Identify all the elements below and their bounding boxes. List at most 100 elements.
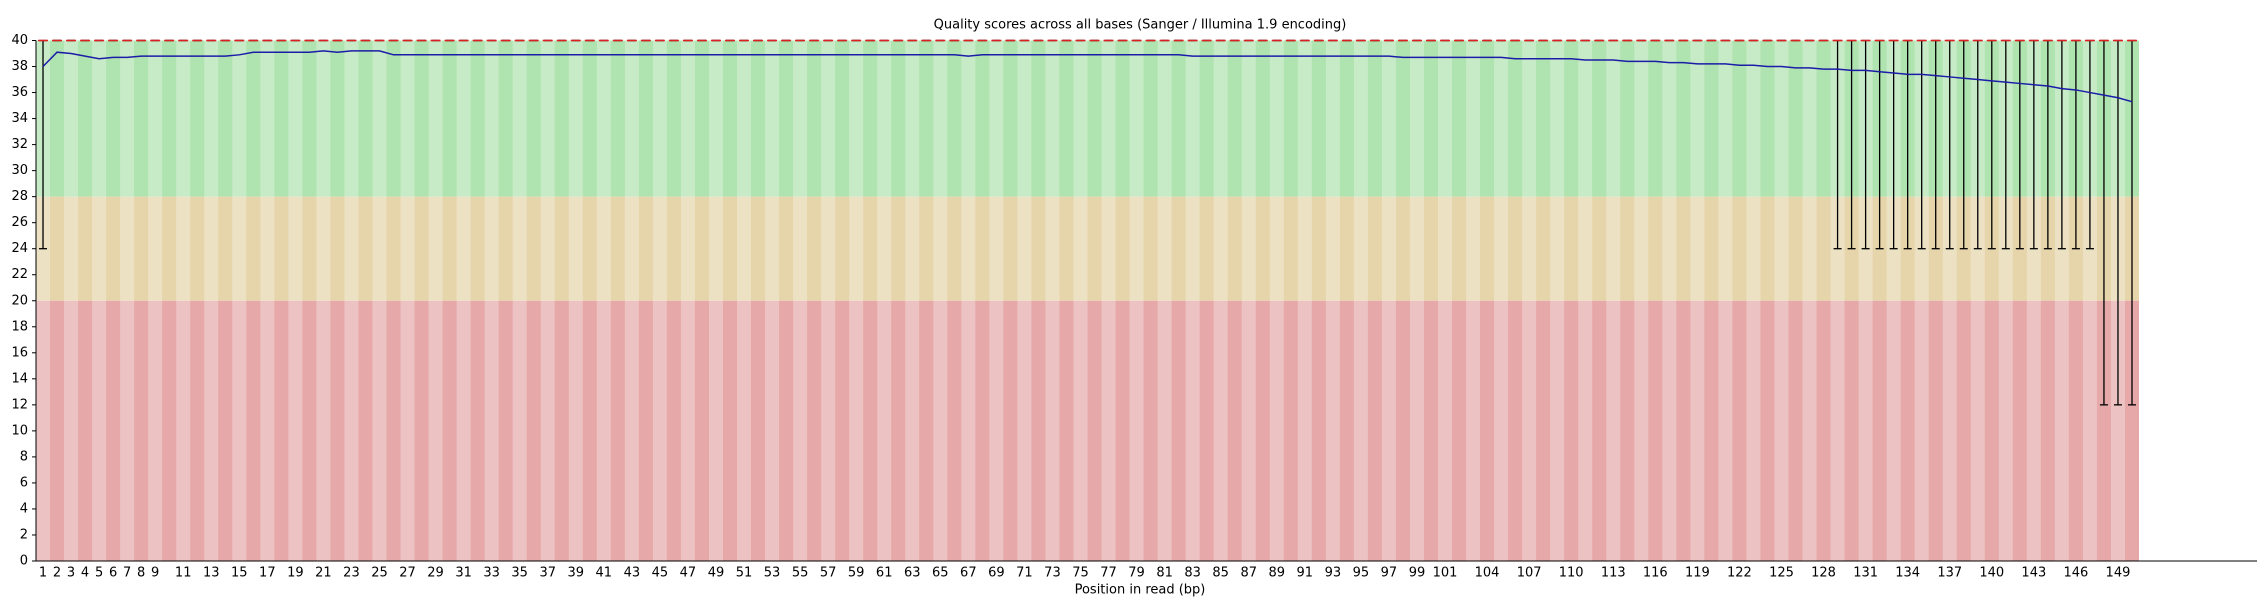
column-stripe <box>1830 40 1845 561</box>
column-stripe <box>1185 40 1200 561</box>
column-stripe <box>568 40 583 561</box>
column-stripe <box>316 40 331 561</box>
x-tick-label: 49 <box>708 566 725 581</box>
y-tick-label: 16 <box>11 345 28 360</box>
x-tick-label: 27 <box>399 566 416 581</box>
x-tick-label: 122 <box>1727 566 1752 581</box>
column-stripe <box>92 40 107 561</box>
column-stripe <box>2026 40 2041 561</box>
column-stripe <box>344 40 359 561</box>
column-stripe <box>1634 40 1649 561</box>
column-stripe <box>877 40 892 561</box>
y-tick-label: 34 <box>11 111 28 126</box>
x-tick-label: 143 <box>2021 566 2046 581</box>
y-tick-label: 38 <box>11 59 28 74</box>
x-tick-label: 37 <box>539 566 556 581</box>
x-tick-label: 13 <box>203 566 220 581</box>
column-stripe <box>1606 40 1621 561</box>
x-tick-label: 107 <box>1517 566 1542 581</box>
x-tick-label: 4 <box>81 566 89 581</box>
column-stripe <box>1942 40 1957 561</box>
column-stripe <box>148 40 163 561</box>
y-tick-label: 0 <box>20 554 28 569</box>
x-tick-label: 1 <box>39 566 47 581</box>
y-tick-label: 12 <box>11 397 28 412</box>
column-stripe <box>1297 40 1312 561</box>
column-stripe <box>1129 40 1144 561</box>
column-stripe <box>821 40 836 561</box>
y-tick-label: 6 <box>20 475 28 490</box>
x-tick-label: 59 <box>848 566 865 581</box>
column-stripe <box>1353 40 1368 561</box>
x-tick-label: 87 <box>1240 566 1257 581</box>
x-tick-label: 11 <box>175 566 192 581</box>
column-stripe <box>2082 40 2097 561</box>
x-tick-label: 85 <box>1212 566 1229 581</box>
column-stripe <box>1802 40 1817 561</box>
column-stripe <box>232 40 247 561</box>
y-tick-label: 8 <box>20 449 28 464</box>
x-tick-label: 91 <box>1297 566 1314 581</box>
x-tick-label: 149 <box>2106 566 2131 581</box>
column-stripe <box>1998 40 2013 561</box>
x-tick-label: 140 <box>1979 566 2004 581</box>
column-stripe <box>1746 40 1761 561</box>
x-tick-label: 71 <box>1016 566 1033 581</box>
x-tick-label: 81 <box>1156 566 1173 581</box>
x-tick-label: 137 <box>1937 566 1962 581</box>
y-tick-label: 28 <box>11 189 28 204</box>
x-tick-label: 33 <box>483 566 500 581</box>
column-stripe <box>1381 40 1396 561</box>
column-stripe <box>1970 40 1985 561</box>
x-tick-label: 119 <box>1685 566 1710 581</box>
x-tick-label: 29 <box>427 566 444 581</box>
x-tick-label: 53 <box>764 566 781 581</box>
column-stripe <box>1578 40 1593 561</box>
column-stripe <box>484 40 499 561</box>
column-stripe <box>1718 40 1733 561</box>
x-tick-label: 6 <box>109 566 117 581</box>
x-tick-label: 73 <box>1044 566 1061 581</box>
x-tick-label: 101 <box>1433 566 1458 581</box>
chart-title: Quality scores across all bases (Sanger … <box>934 18 1347 33</box>
y-tick-label: 22 <box>11 267 28 282</box>
y-tick-label: 30 <box>11 163 28 178</box>
column-stripe <box>1914 40 1929 561</box>
quality-band <box>36 196 2139 301</box>
column-stripe <box>1073 40 1088 561</box>
column-stripe <box>596 40 611 561</box>
column-stripe <box>456 40 471 561</box>
column-stripe <box>64 40 79 561</box>
x-tick-label: 104 <box>1475 566 1500 581</box>
y-tick-label: 2 <box>20 527 28 542</box>
x-tick-label: 95 <box>1353 566 1370 581</box>
column-stripe <box>400 40 415 561</box>
x-tick-label: 2 <box>53 566 61 581</box>
x-tick-label: 110 <box>1559 566 1584 581</box>
column-stripe <box>1494 40 1509 561</box>
y-tick-label: 26 <box>11 215 28 230</box>
column-stripe <box>1213 40 1228 561</box>
column-stripe <box>36 40 51 561</box>
column-stripe <box>1466 40 1481 561</box>
x-tick-label: 75 <box>1072 566 1089 581</box>
column-stripe <box>120 40 135 561</box>
column-stripe <box>624 40 639 561</box>
x-tick-label: 93 <box>1325 566 1342 581</box>
column-stripe <box>961 40 976 561</box>
x-tick-label: 55 <box>792 566 809 581</box>
column-stripe <box>708 40 723 561</box>
column-stripe <box>1325 40 1340 561</box>
x-tick-label: 134 <box>1895 566 1920 581</box>
column-stripe <box>428 40 443 561</box>
x-tick-label: 45 <box>652 566 669 581</box>
x-tick-label: 25 <box>371 566 388 581</box>
column-stripe <box>1269 40 1284 561</box>
column-stripe <box>512 40 527 561</box>
column-stripe <box>288 40 303 561</box>
y-tick-label: 20 <box>11 293 28 308</box>
x-tick-label: 41 <box>596 566 613 581</box>
column-stripe <box>680 40 695 561</box>
x-tick-label: 57 <box>820 566 837 581</box>
y-tick-label: 40 <box>11 33 28 48</box>
